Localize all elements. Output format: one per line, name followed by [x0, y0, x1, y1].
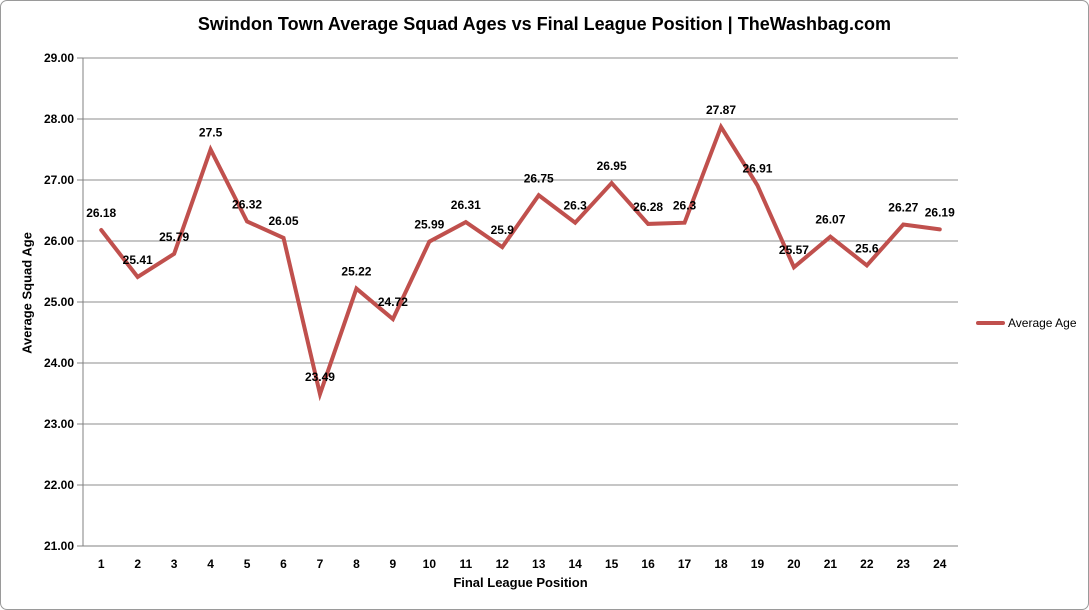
- y-tick-label: 27.00: [44, 173, 74, 187]
- x-tick-label: 18: [714, 557, 728, 571]
- x-tick-label: 24: [933, 557, 947, 571]
- x-tick-label: 15: [605, 557, 619, 571]
- y-tick-label: 22.00: [44, 478, 74, 492]
- data-label: 26.95: [597, 159, 627, 173]
- data-label: 26.07: [815, 213, 845, 227]
- y-tick-label: 24.00: [44, 356, 74, 370]
- x-tick-label: 4: [207, 557, 214, 571]
- x-tick-label: 1: [98, 557, 105, 571]
- data-label: 25.9: [491, 223, 515, 237]
- x-tick-label: 7: [317, 557, 324, 571]
- x-axis-title: Final League Position: [453, 575, 588, 590]
- series-line-average-age: [99, 122, 942, 402]
- data-label: 26.3: [673, 199, 697, 213]
- y-axis-title: Average Squad Age: [19, 232, 35, 354]
- data-label: 25.99: [414, 218, 444, 232]
- data-label: 26.32: [232, 197, 262, 211]
- data-label: 26.91: [742, 161, 772, 175]
- data-label: 26.27: [888, 201, 918, 215]
- data-label: 27.87: [706, 103, 736, 117]
- x-tick-label: 3: [171, 557, 178, 571]
- x-tick-label: 20: [787, 557, 801, 571]
- x-tick-label: 13: [532, 557, 546, 571]
- y-tick-label: 28.00: [44, 112, 74, 126]
- data-label: 25.79: [159, 230, 189, 244]
- data-label: 26.31: [451, 198, 481, 212]
- y-tick-label: 23.00: [44, 417, 74, 431]
- data-label: 25.6: [855, 241, 879, 255]
- x-tick-label: 22: [860, 557, 874, 571]
- y-tick-label: 21.00: [44, 539, 74, 553]
- data-label: 26.28: [633, 200, 663, 214]
- x-tick-label: 16: [641, 557, 655, 571]
- data-label: 26.05: [269, 214, 299, 228]
- x-tick-label: 17: [678, 557, 692, 571]
- data-label: 26.3: [564, 199, 588, 213]
- x-tick-label: 10: [423, 557, 437, 571]
- x-tick-label: 6: [280, 557, 287, 571]
- data-label: 25.41: [123, 253, 153, 267]
- x-tick-label: 12: [496, 557, 510, 571]
- data-label: 25.22: [341, 265, 371, 279]
- data-label: 26.19: [925, 205, 955, 219]
- y-tick-label: 26.00: [44, 234, 74, 248]
- legend: Average Age: [976, 316, 1077, 330]
- legend-label: Average Age: [1008, 316, 1077, 330]
- data-labels: 26.18 25.41 25.79 27.5 26.32 26.05 23.49 25.22 2…: [86, 103, 955, 384]
- legend-line-swatch: [976, 321, 1005, 325]
- x-tick-label: 5: [244, 557, 251, 571]
- y-tick-labels: 21.00 22.00 23.00 24.00 25.00 26.00 27.00 28.00…: [44, 51, 74, 553]
- x-tick-label: 21: [824, 557, 838, 571]
- data-label: 26.75: [524, 171, 554, 185]
- data-label: 26.18: [86, 206, 116, 220]
- x-tick-label: 8: [353, 557, 360, 571]
- axis-lines: [77, 57, 958, 547]
- x-tick-labels: 1 2 3 4 5 6 7 8 9 10 11 12 13 14 15 16 17 18 19 20 21 22 23 24: [98, 557, 947, 571]
- data-label: 27.5: [199, 126, 223, 140]
- data-label: 24.72: [378, 295, 408, 309]
- x-tick-label: 11: [459, 557, 472, 571]
- y-tick-label: 29.00: [44, 51, 74, 65]
- x-tick-label: 2: [134, 557, 141, 571]
- data-label: 23.49: [305, 370, 335, 384]
- y-tick-label: 25.00: [44, 295, 74, 309]
- x-tick-label: 19: [751, 557, 765, 571]
- x-tick-label: 14: [569, 557, 583, 571]
- chart-title: Swindon Town Average Squad Ages vs Final…: [197, 14, 892, 34]
- x-tick-label: 23: [897, 557, 911, 571]
- data-label: 25.57: [779, 243, 809, 257]
- x-tick-label: 9: [390, 557, 397, 571]
